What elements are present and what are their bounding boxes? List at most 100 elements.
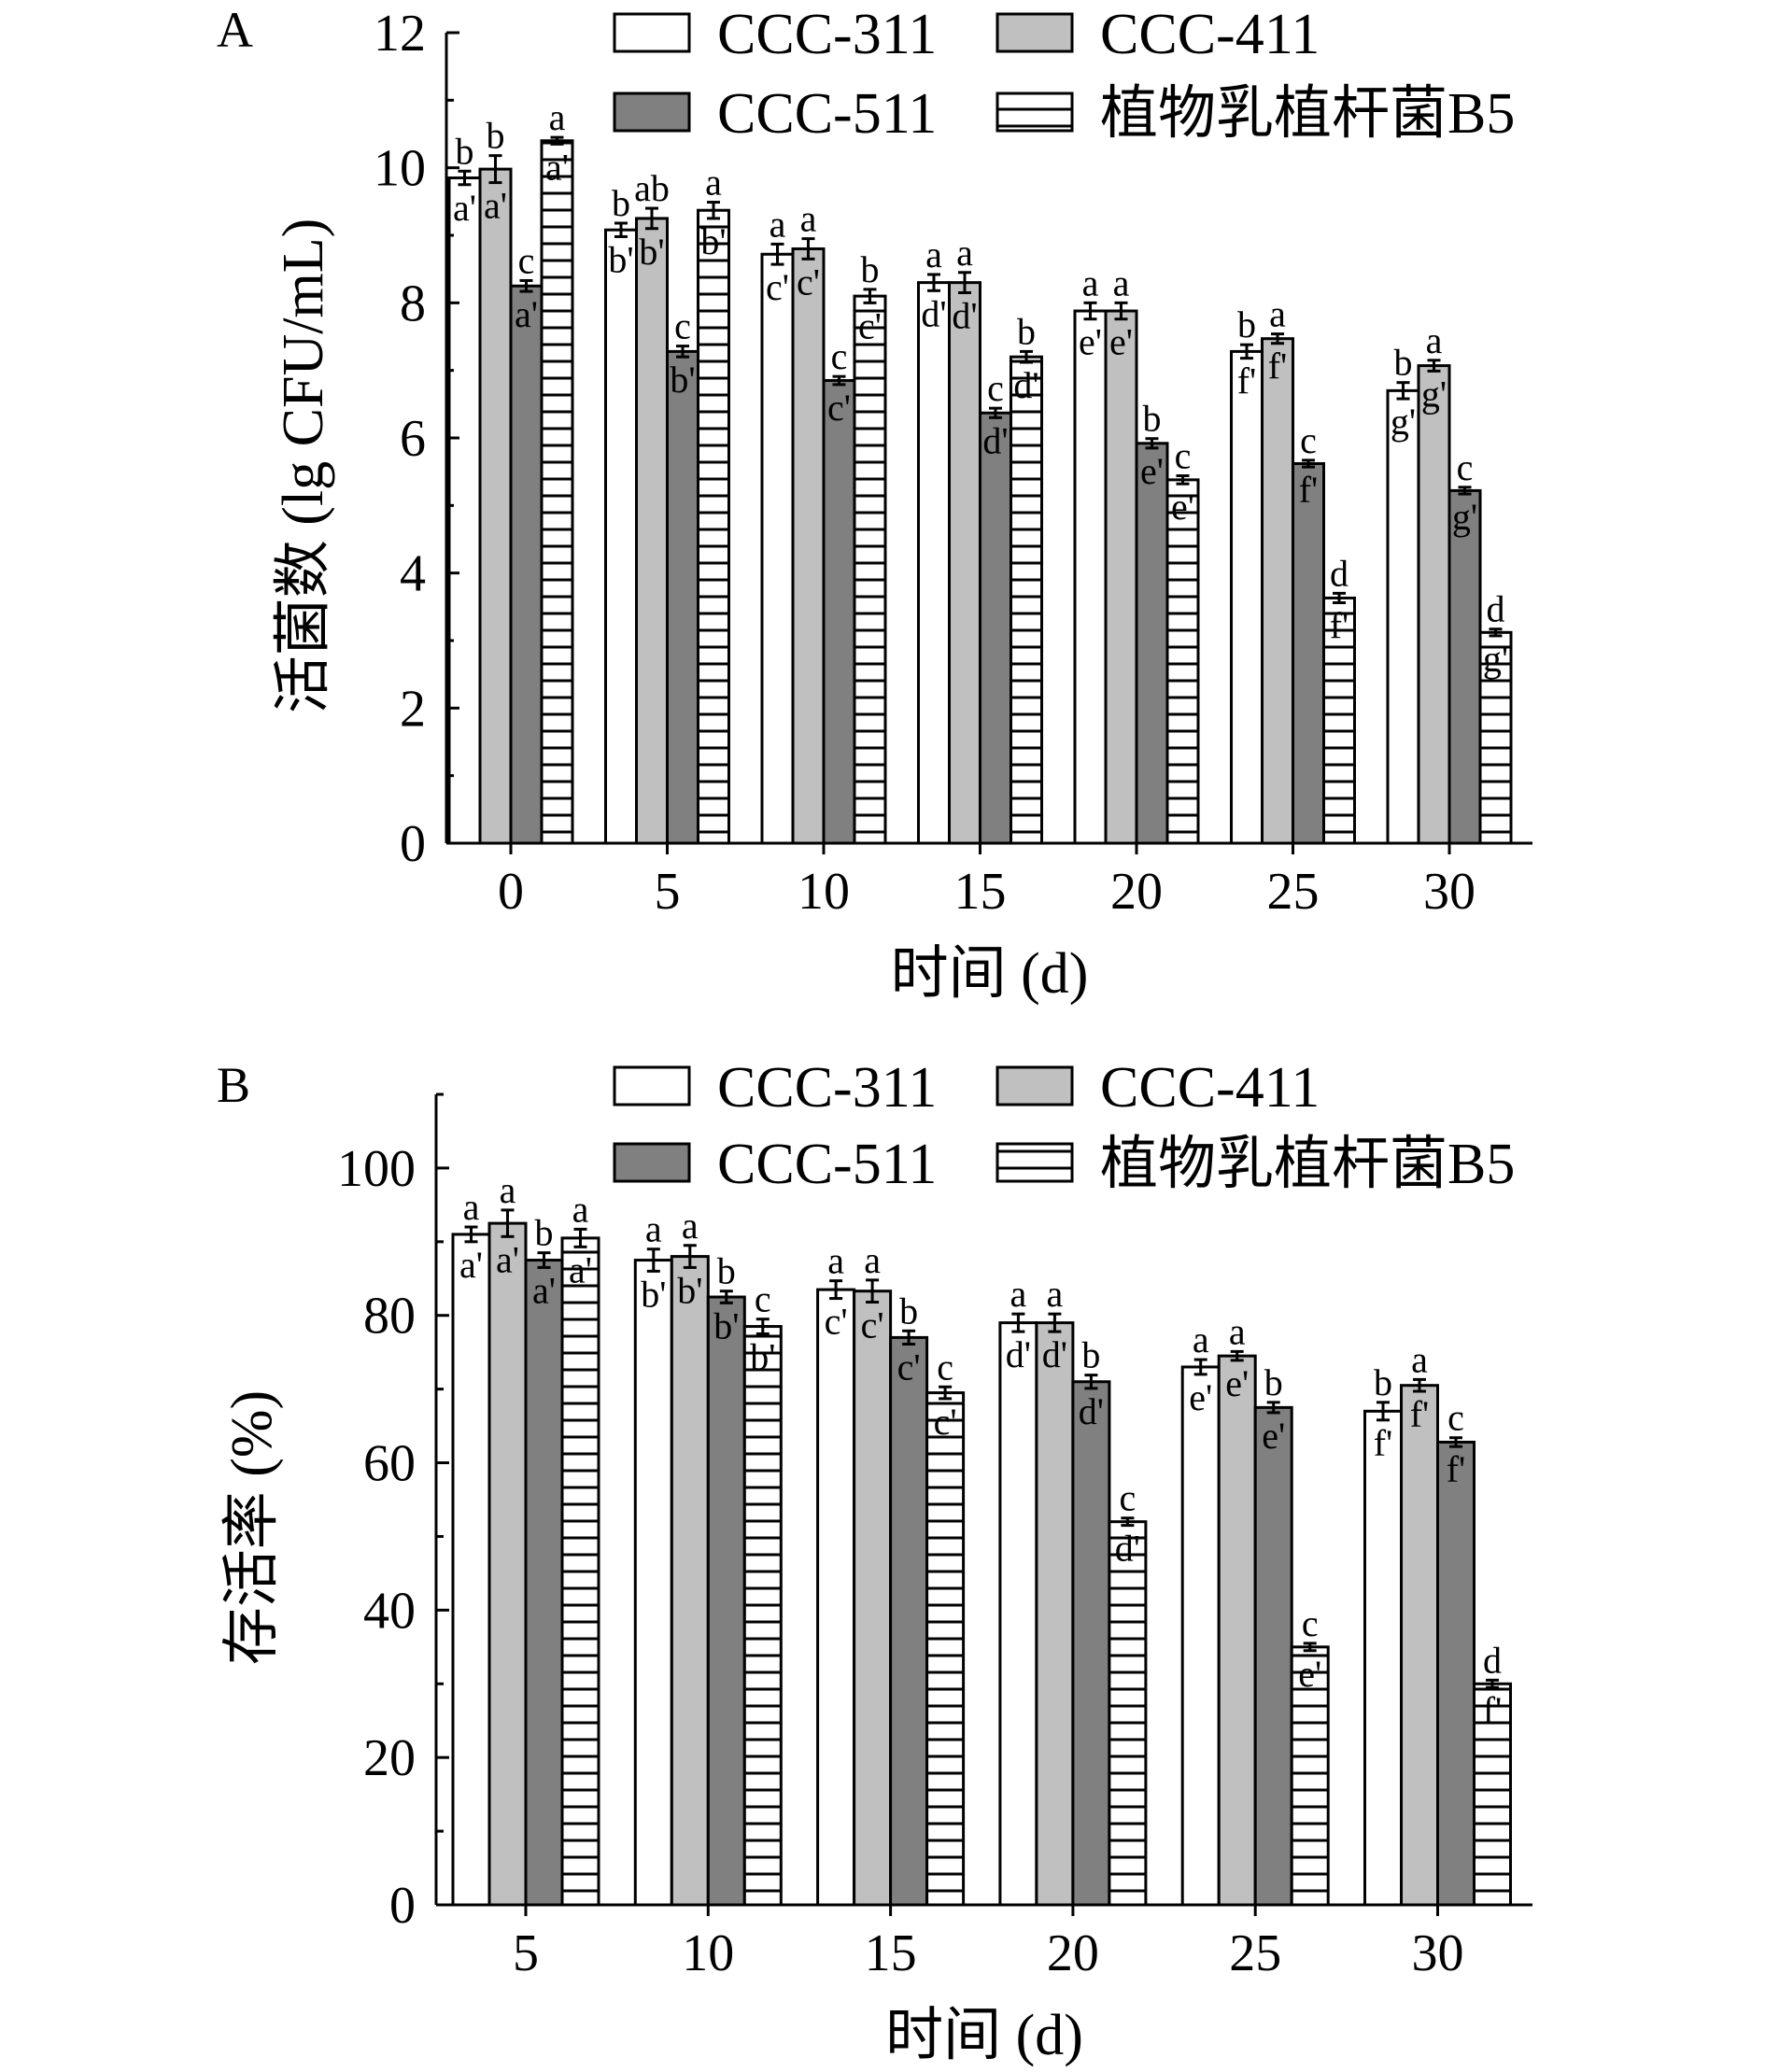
panel-b-bar: [1035, 1321, 1075, 1907]
panel-b-y-tick-label: 100: [337, 1140, 416, 1198]
panel-a-significance-prime-letter: c': [858, 304, 882, 346]
panel-a-significance-prime-letter: e': [1140, 450, 1164, 492]
panel-a-y-tick-label: 10: [374, 140, 426, 198]
panel-b-significance-prime-letter: c': [897, 1346, 921, 1388]
panel-b-significance-letter: b: [717, 1250, 736, 1292]
panel-a-y-tick-label: 2: [400, 680, 426, 738]
panel-a-bar: [1010, 355, 1043, 845]
panel-b-bar: [816, 1288, 856, 1907]
panel-a-significance-prime-letter: a': [453, 187, 476, 229]
panel-a-significance-prime-letter: c': [827, 387, 851, 429]
panel-b-significance-letter: c: [1120, 1477, 1137, 1519]
panel-b-bar: [1108, 1520, 1148, 1907]
panel-b-bar: [524, 1259, 564, 1907]
panel-b-x-tick-label: 5: [513, 1924, 539, 1982]
panel-a-y-tick-label: 8: [400, 275, 426, 332]
panel-b-legend-swatch: [613, 1142, 691, 1183]
panel-b-significance-prime-letter: f': [1483, 1689, 1503, 1731]
panel-b-significance-prime-letter: b': [713, 1304, 739, 1346]
panel-b-legend-swatch: [995, 1142, 1074, 1183]
panel-a-y-axis-title: 活菌数 (lg CFU/mL): [272, 218, 335, 713]
panel-b-y-axis-title: 存活率 (%): [220, 1390, 284, 1665]
panel-a-x-tick-label: 0: [498, 863, 524, 921]
panel-a-bar: [822, 379, 856, 845]
panel-a-bar: [635, 217, 669, 845]
panel-a-significance-letter: a: [925, 233, 942, 275]
panel-b-bar: [451, 1233, 491, 1907]
panel-b-significance-letter: d: [1483, 1639, 1502, 1681]
panel-b-significance-prime-letter: e': [1262, 1415, 1285, 1457]
panel-a-significance-letter: a: [800, 198, 817, 240]
panel-a-bar: [447, 176, 482, 845]
panel-a-significance-letter: a: [549, 96, 566, 138]
panel-a-significance-letter: a: [705, 162, 722, 204]
panel-a-significance-letter: a: [956, 232, 973, 274]
panel-b-significance-prime-letter: e': [1298, 1653, 1321, 1695]
panel-b-legend-label: CCC-411: [1100, 1056, 1320, 1120]
panel-b-x-tick-label: 15: [865, 1924, 917, 1982]
panel-a-y-tick-label: 4: [400, 545, 426, 603]
panel-a-significance-prime-letter: b': [608, 238, 633, 280]
panel-b-x-axis-title: 时间 (d): [885, 2004, 1083, 2067]
panel-b-bar: [670, 1255, 710, 1907]
panel-b-bar: [706, 1295, 746, 1907]
panel-a-bar: [1230, 349, 1264, 845]
panel-a-significance-prime-letter: d': [1013, 364, 1038, 406]
panel-b-significance-prime-letter: d': [1042, 1333, 1067, 1375]
panel-a-significance-letter: b: [612, 182, 630, 224]
panel-a-x-tick-label: 20: [1110, 863, 1163, 921]
panel-b-significance-letter: a: [827, 1240, 844, 1282]
panel-b-x-tick-label: 25: [1229, 1924, 1281, 1982]
panel-b-y-tick-label: 60: [363, 1435, 416, 1493]
panel-b-significance-prime-letter: f': [1447, 1448, 1466, 1490]
panel-b-significance-prime-letter: a': [532, 1269, 556, 1311]
panel-b-significance-prime-letter: e': [1225, 1362, 1249, 1404]
panel-a-significance-letter: d: [1487, 588, 1505, 630]
panel-b-bar: [1436, 1440, 1476, 1907]
panel-a-bar: [917, 281, 951, 845]
panel-a-bar: [1447, 488, 1482, 845]
panel-a-significance-prime-letter: b': [639, 231, 664, 273]
panel-a-bar: [1386, 388, 1420, 845]
panel-b-significance-letter: a: [1193, 1318, 1209, 1360]
panel-b-bar: [560, 1236, 600, 1907]
panel-b-y-tick-label: 20: [363, 1729, 416, 1787]
panel-b-significance-letter: c: [1302, 1602, 1319, 1644]
panel-b-significance-prime-letter: c': [825, 1301, 848, 1343]
panel-b-bar: [1400, 1384, 1439, 1907]
panel-a-significance-letter: b: [1237, 303, 1256, 345]
panel-b-bar: [998, 1321, 1038, 1907]
panel-a-bar: [509, 284, 544, 845]
panel-b-significance-prime-letter: d': [1006, 1333, 1031, 1375]
panel-a-bar: [791, 247, 826, 845]
panel-b-significance-letter: a: [1411, 1338, 1428, 1380]
panel-b-significance-letter: a: [864, 1239, 881, 1281]
panel-b-bar: [925, 1391, 966, 1907]
panel-a-legend-label: CCC-411: [1100, 3, 1320, 66]
panel-a-x-tick-label: 15: [954, 863, 1007, 921]
panel-a-significance-prime-letter: f': [1237, 360, 1257, 402]
panel-b-significance-prime-letter: f': [1374, 1422, 1393, 1464]
panel-b-x-tick-label: 30: [1412, 1924, 1464, 1982]
panel-b-significance-prime-letter: d': [1115, 1528, 1140, 1570]
panel-a-significance-letter: b: [1017, 310, 1036, 352]
panel-a-bar: [1073, 309, 1108, 845]
panel-a-significance-letter: b: [456, 130, 474, 172]
panel-a-bar: [604, 228, 638, 845]
panel-a-significance-letter: a: [1113, 261, 1130, 303]
panel-b-bar: [1217, 1354, 1257, 1907]
panel-b-significance-letter: a: [572, 1188, 589, 1230]
panel-a-bar: [478, 167, 513, 845]
panel-b-legend-swatch: [995, 1065, 1074, 1106]
panel-a-significance-letter: a: [770, 203, 786, 245]
panel-a-significance-letter: ab: [634, 167, 670, 209]
panel-b-significance-letter: a: [645, 1208, 662, 1250]
panel-a-significance-prime-letter: a': [515, 293, 538, 335]
panel-b-significance-letter: b: [1374, 1361, 1392, 1403]
panel-a-legend-swatch: [995, 12, 1074, 53]
panel-b-bar: [1363, 1409, 1403, 1907]
panel-a-significance-letter: c: [518, 239, 535, 281]
panel-a-significance-prime-letter: a': [545, 146, 569, 188]
panel-a-significance-letter: c: [1457, 446, 1474, 488]
panel-a-significance-prime-letter: d': [952, 294, 977, 336]
